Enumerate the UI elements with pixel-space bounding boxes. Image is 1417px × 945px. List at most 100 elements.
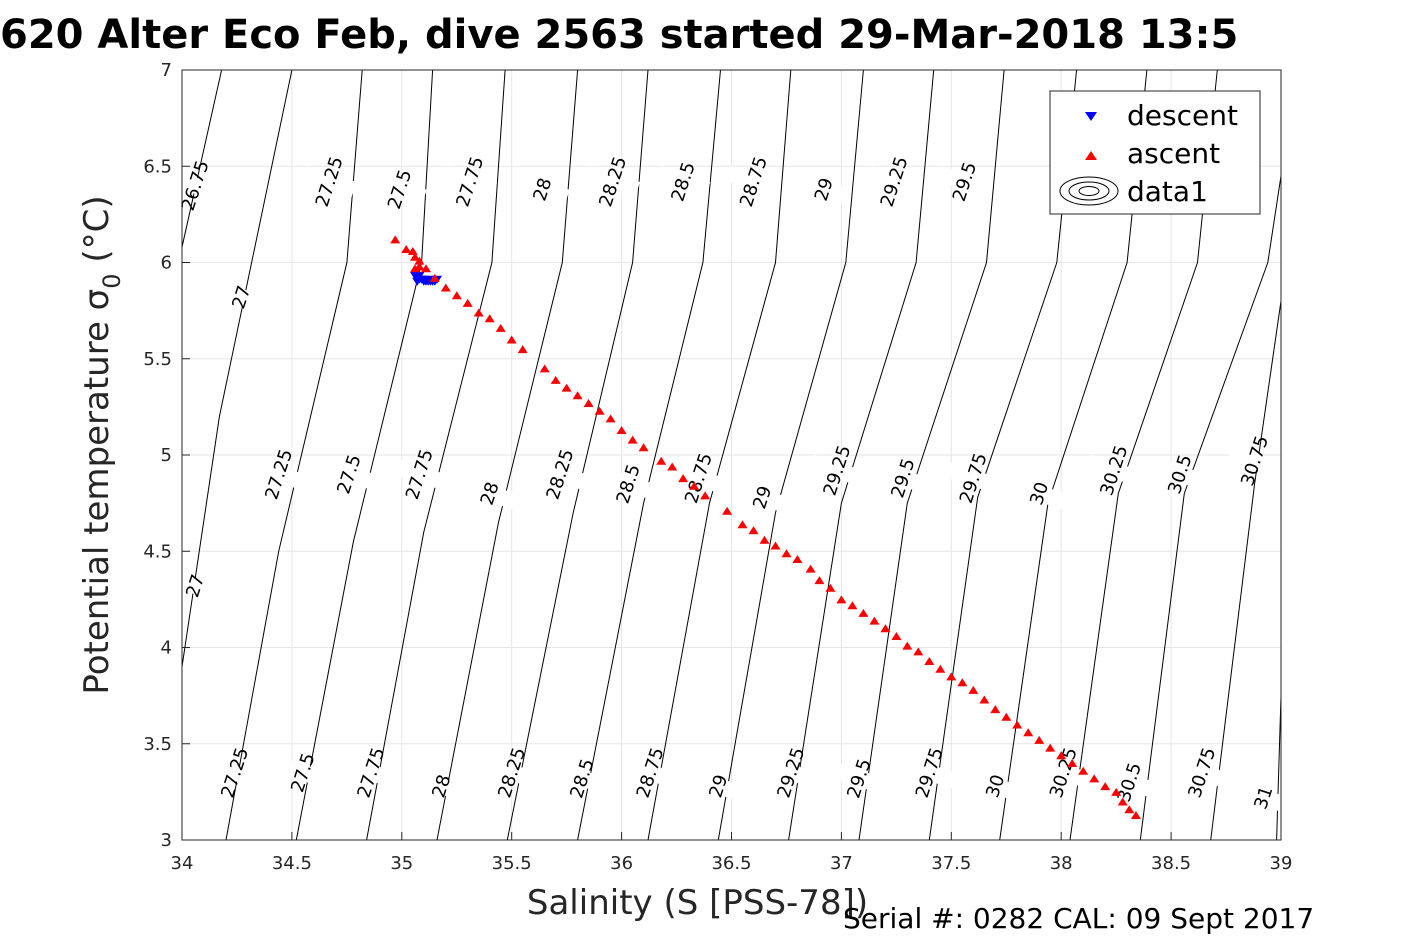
legend: descent ascent data1 (1049, 90, 1261, 215)
contour-label-bg (321, 458, 377, 490)
contour-label-bg (691, 770, 746, 802)
y-tick-label: 5 (161, 445, 172, 466)
x-tick-label: 35 (390, 853, 413, 874)
ascent-point (1001, 712, 1012, 721)
ascent-point (880, 624, 891, 633)
y-tick-label: 6 (161, 253, 172, 274)
contour-label-bg (600, 468, 656, 500)
ascent-point (902, 641, 913, 650)
contour-line-29-5 (858, 70, 1005, 840)
legend-ascent-marker (1085, 151, 1097, 160)
ascent-point (594, 406, 605, 415)
contour-label-bg (343, 756, 399, 789)
contour-label-bg (275, 756, 331, 789)
ascent-point (506, 335, 517, 344)
y-tick-label: 7 (161, 60, 172, 81)
contour-label-bg (875, 462, 931, 494)
ascent-point (924, 657, 935, 665)
contour-label-bg (796, 173, 852, 205)
contour-label-bg (937, 166, 992, 198)
ascent-point (722, 506, 733, 515)
contour-line-31 (1276, 695, 1281, 840)
contour-label-bg (414, 770, 469, 802)
x-tick-label: 38.5 (1151, 853, 1191, 874)
ascent-point (858, 608, 869, 617)
contour-label-bg (1236, 782, 1291, 814)
x-tick-label: 39 (1270, 853, 1293, 874)
serial-cal-footer: Serial #: 0282 CAL: 09 Sept 2017 (843, 902, 1314, 935)
contour-label-bg (622, 756, 678, 789)
contour-label-bg (442, 166, 498, 198)
contour-label-bg (946, 462, 1001, 494)
ascent-point (836, 595, 847, 604)
legend-ascent-label: ascent (1127, 137, 1220, 170)
ascent-point (1117, 797, 1128, 806)
contour-label-bg (1152, 458, 1208, 490)
x-tick-label: 34 (171, 853, 194, 874)
ascent-point (1089, 774, 1100, 783)
contour-label-bg (831, 762, 887, 795)
ascent-point (869, 616, 880, 625)
x-tick-label: 38 (1050, 853, 1073, 874)
ascent-point (1067, 759, 1078, 767)
contour-line-27-25 (225, 70, 363, 840)
ascent-point (935, 664, 946, 673)
ascent-point (572, 391, 583, 400)
y-tick-label: 3 (161, 830, 172, 851)
ascent-point (891, 632, 902, 640)
ascent-point (805, 564, 816, 573)
ascent-point (484, 314, 495, 323)
ascent-point (957, 678, 968, 687)
contour-label-bg (251, 458, 306, 490)
ascent-point (550, 375, 561, 384)
ascent-point (1100, 782, 1111, 791)
contour-line-27 (218, 70, 293, 417)
contour-line-29-25 (788, 70, 935, 840)
contour-label-bg (515, 173, 570, 205)
contour-label-bg (462, 477, 517, 510)
axis-ticks: 34 34.5 35 35.5 36 36.5 37 37.5 38 38.5 39 3 3.5 4 4.5… (143, 60, 1292, 874)
ascent-point (1012, 720, 1023, 729)
y-axis-label: Potential temperature σ0 (°C) (77, 195, 126, 694)
ascent-point (825, 583, 836, 592)
x-tick-label: 37.5 (931, 853, 971, 874)
contour-label-bg (1086, 454, 1142, 487)
contour-label-bg (1102, 766, 1157, 798)
ascent-point (979, 695, 990, 704)
ascent-point (759, 535, 770, 544)
x-tick-label: 34.5 (272, 853, 312, 874)
contour-label-bg (866, 166, 922, 198)
contour-label-bg (372, 173, 427, 205)
ascent-point (583, 399, 594, 407)
y-tick-label: 4 (161, 638, 172, 659)
ascent-point (689, 481, 700, 490)
contour-line-27-75 (366, 70, 506, 840)
y-tick-label: 5.5 (143, 349, 172, 370)
y-tick-label: 3.5 (143, 734, 172, 755)
y-axis-label-unit: (°C) (77, 195, 117, 273)
contour-label-bg (968, 770, 1023, 802)
contour-label-bg (726, 166, 781, 198)
contour-label-bg (302, 166, 357, 198)
ascent-point (1056, 751, 1067, 760)
contour-label-bg (1227, 445, 1282, 477)
x-tick-label: 35.5 (492, 853, 532, 874)
ascent-point (781, 549, 792, 558)
y-tick-label: 4.5 (143, 541, 172, 562)
x-tick-label: 37 (830, 853, 853, 874)
ascent-point (1111, 787, 1122, 796)
contour-label-bg (532, 458, 588, 490)
contour-lines (182, 70, 1281, 840)
ascent-point (407, 247, 418, 255)
contour-label-bg (207, 756, 262, 789)
contour-line-28-75 (647, 70, 792, 840)
ascent-point (495, 323, 506, 332)
ascent-point (946, 672, 957, 681)
ascent-point (814, 576, 825, 585)
contour-line-27-5 (295, 70, 434, 840)
contour-label-bg (1036, 756, 1091, 789)
contour-label-bg (392, 458, 447, 490)
contour-label-bg (902, 756, 957, 789)
